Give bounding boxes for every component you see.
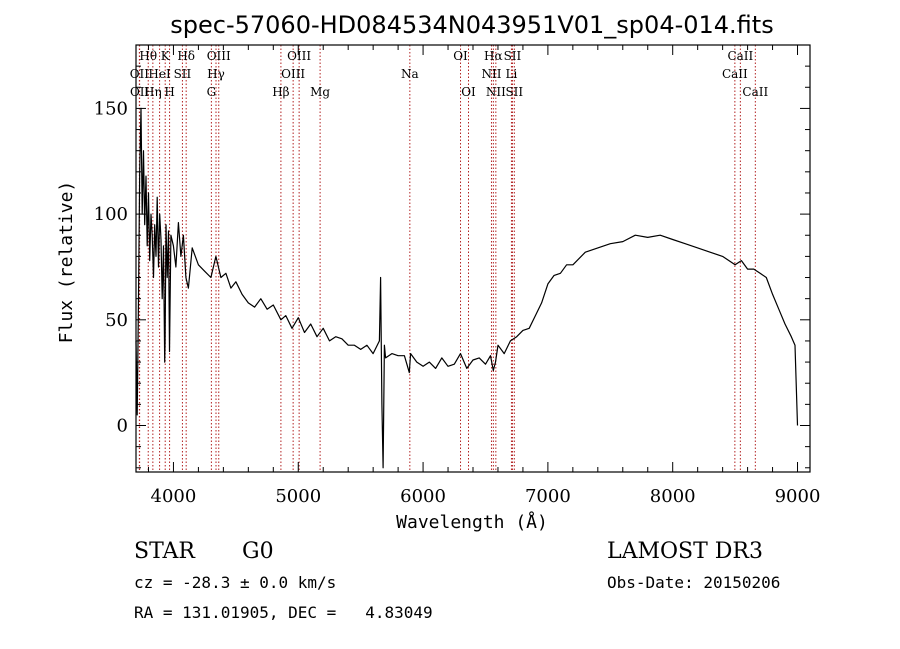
spectral-line-label: Hβ (272, 85, 289, 99)
spectral-line-label: Hη (144, 85, 162, 99)
spectral-line-labels: OIIOIIHθHηHeIKHSIIHδGHγOIIIHβOIIIOIIIMgN… (130, 49, 769, 99)
flux-series-line (135, 107, 799, 469)
spectral-line-label: OII (130, 67, 150, 81)
spectral-line-label: Hα (484, 49, 503, 63)
x-tick-label: 8000 (650, 486, 696, 507)
coordinates: RA = 131.01905, DEC = 4.83049 (134, 603, 433, 622)
spectral-line-label: NII (481, 67, 501, 81)
object-class: STAR (134, 539, 195, 564)
survey-label: LAMOST DR3 (607, 539, 763, 564)
spectral-line-label: G (207, 85, 217, 99)
x-tick-label: 4000 (151, 486, 197, 507)
plot-frame (135, 44, 811, 473)
y-tick-label: 0 (117, 415, 128, 436)
spectral-line-label: OIII (207, 49, 231, 63)
spectral-line-label: K (161, 49, 171, 63)
x-tick-label: 9000 (775, 486, 821, 507)
spectral-line-label: CaII (727, 49, 753, 63)
y-axis-ticks: 0 50 100 150 (94, 65, 810, 469)
y-tick-label: 100 (94, 204, 128, 225)
spectral-line-label: Hδ (177, 49, 195, 63)
x-tick-label: 6000 (400, 486, 446, 507)
spectral-line-label: OI (453, 49, 468, 63)
spectral-line-label: Hθ (139, 49, 157, 63)
spectral-line-label: NII (486, 85, 506, 99)
spectral-line-label: CaII (742, 85, 768, 99)
spectral-line-label: OIII (287, 49, 311, 63)
chart-title: spec-57060-HD084534N043951V01_sp04-014.f… (170, 11, 773, 39)
x-tick-label: 7000 (525, 486, 571, 507)
x-axis-label: Wavelength (Å) (396, 511, 548, 533)
spectral-line-label: OIII (281, 67, 305, 81)
object-subclass: G0 (242, 539, 274, 564)
spectral-line-label: Li (506, 67, 518, 81)
observation-date: Obs-Date: 20150206 (607, 573, 781, 592)
spectral-line-label: Hγ (207, 67, 225, 81)
spectral-line-label: H (164, 85, 174, 99)
x-axis-ticks: 4000 5000 6000 7000 8000 9000 (147, 45, 821, 507)
spectral-line-label: SII (505, 85, 523, 99)
y-tick-label: 150 (94, 98, 128, 119)
spectral-line-label: Mg (310, 85, 330, 99)
redshift-velocity: cz = -28.3 ± 0.0 km/s (134, 573, 337, 592)
spectral-line-label: OI (461, 85, 476, 99)
y-axis-label: Flux (relative) (56, 181, 77, 344)
spectral-line-label: CaII (722, 67, 748, 81)
spectral-line-label: HeI (148, 67, 171, 81)
spectral-line-label: Na (401, 67, 419, 81)
spectral-line-label: OII (130, 85, 150, 99)
spectral-line-label: SII (504, 49, 522, 63)
y-tick-label: 50 (105, 310, 128, 331)
x-tick-label: 5000 (275, 486, 321, 507)
spectral-line-markers (138, 45, 756, 472)
spectral-line-label: SII (174, 67, 192, 81)
